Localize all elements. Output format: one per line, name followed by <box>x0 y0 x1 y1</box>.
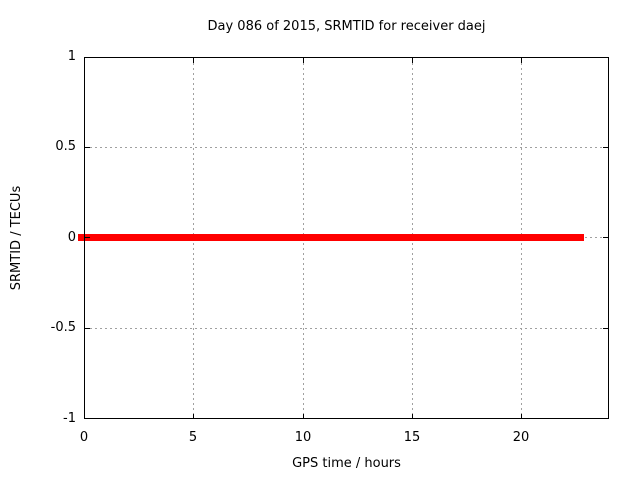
tick-bottom-x5 <box>193 414 194 419</box>
chart-title: Day 086 of 2015, SRMTID for receiver dae… <box>207 19 486 34</box>
tick-bottom-x20 <box>521 414 522 419</box>
y-tick-label-m0p5: -0.5 <box>50 320 76 335</box>
y-tick-label-m1: -1 <box>63 411 76 426</box>
tick-bottom-x15 <box>412 414 413 419</box>
x-axis-title: GPS time / hours <box>292 456 401 471</box>
y-tick-label-0: 0 <box>67 230 76 245</box>
tick-right-ym0p5 <box>603 328 608 329</box>
gridline-ym0p5 <box>85 328 608 329</box>
tick-left-y0 <box>85 237 90 238</box>
gridline-y0p5 <box>85 147 608 148</box>
tick-right-y0 <box>603 237 608 238</box>
x-tick-label-10: 10 <box>294 430 312 445</box>
tick-top-x20 <box>521 58 522 63</box>
tick-top-x10 <box>303 58 304 63</box>
x-tick-label-0: 0 <box>79 430 89 445</box>
y-tick-label-1: 1 <box>67 49 76 64</box>
srmtid-series-line <box>78 234 584 241</box>
x-tick-label-5: 5 <box>188 430 198 445</box>
tick-top-x5 <box>193 58 194 63</box>
tick-top-x15 <box>412 58 413 63</box>
tick-left-ym0p5 <box>85 328 90 329</box>
plot-border <box>84 57 609 419</box>
tick-left-y0p5 <box>85 147 90 148</box>
tick-right-y0p5 <box>603 147 608 148</box>
x-tick-label-15: 15 <box>403 430 421 445</box>
tick-bottom-x10 <box>303 414 304 419</box>
y-tick-label-0p5: 0.5 <box>55 139 76 154</box>
x-tick-label-20: 20 <box>512 430 530 445</box>
